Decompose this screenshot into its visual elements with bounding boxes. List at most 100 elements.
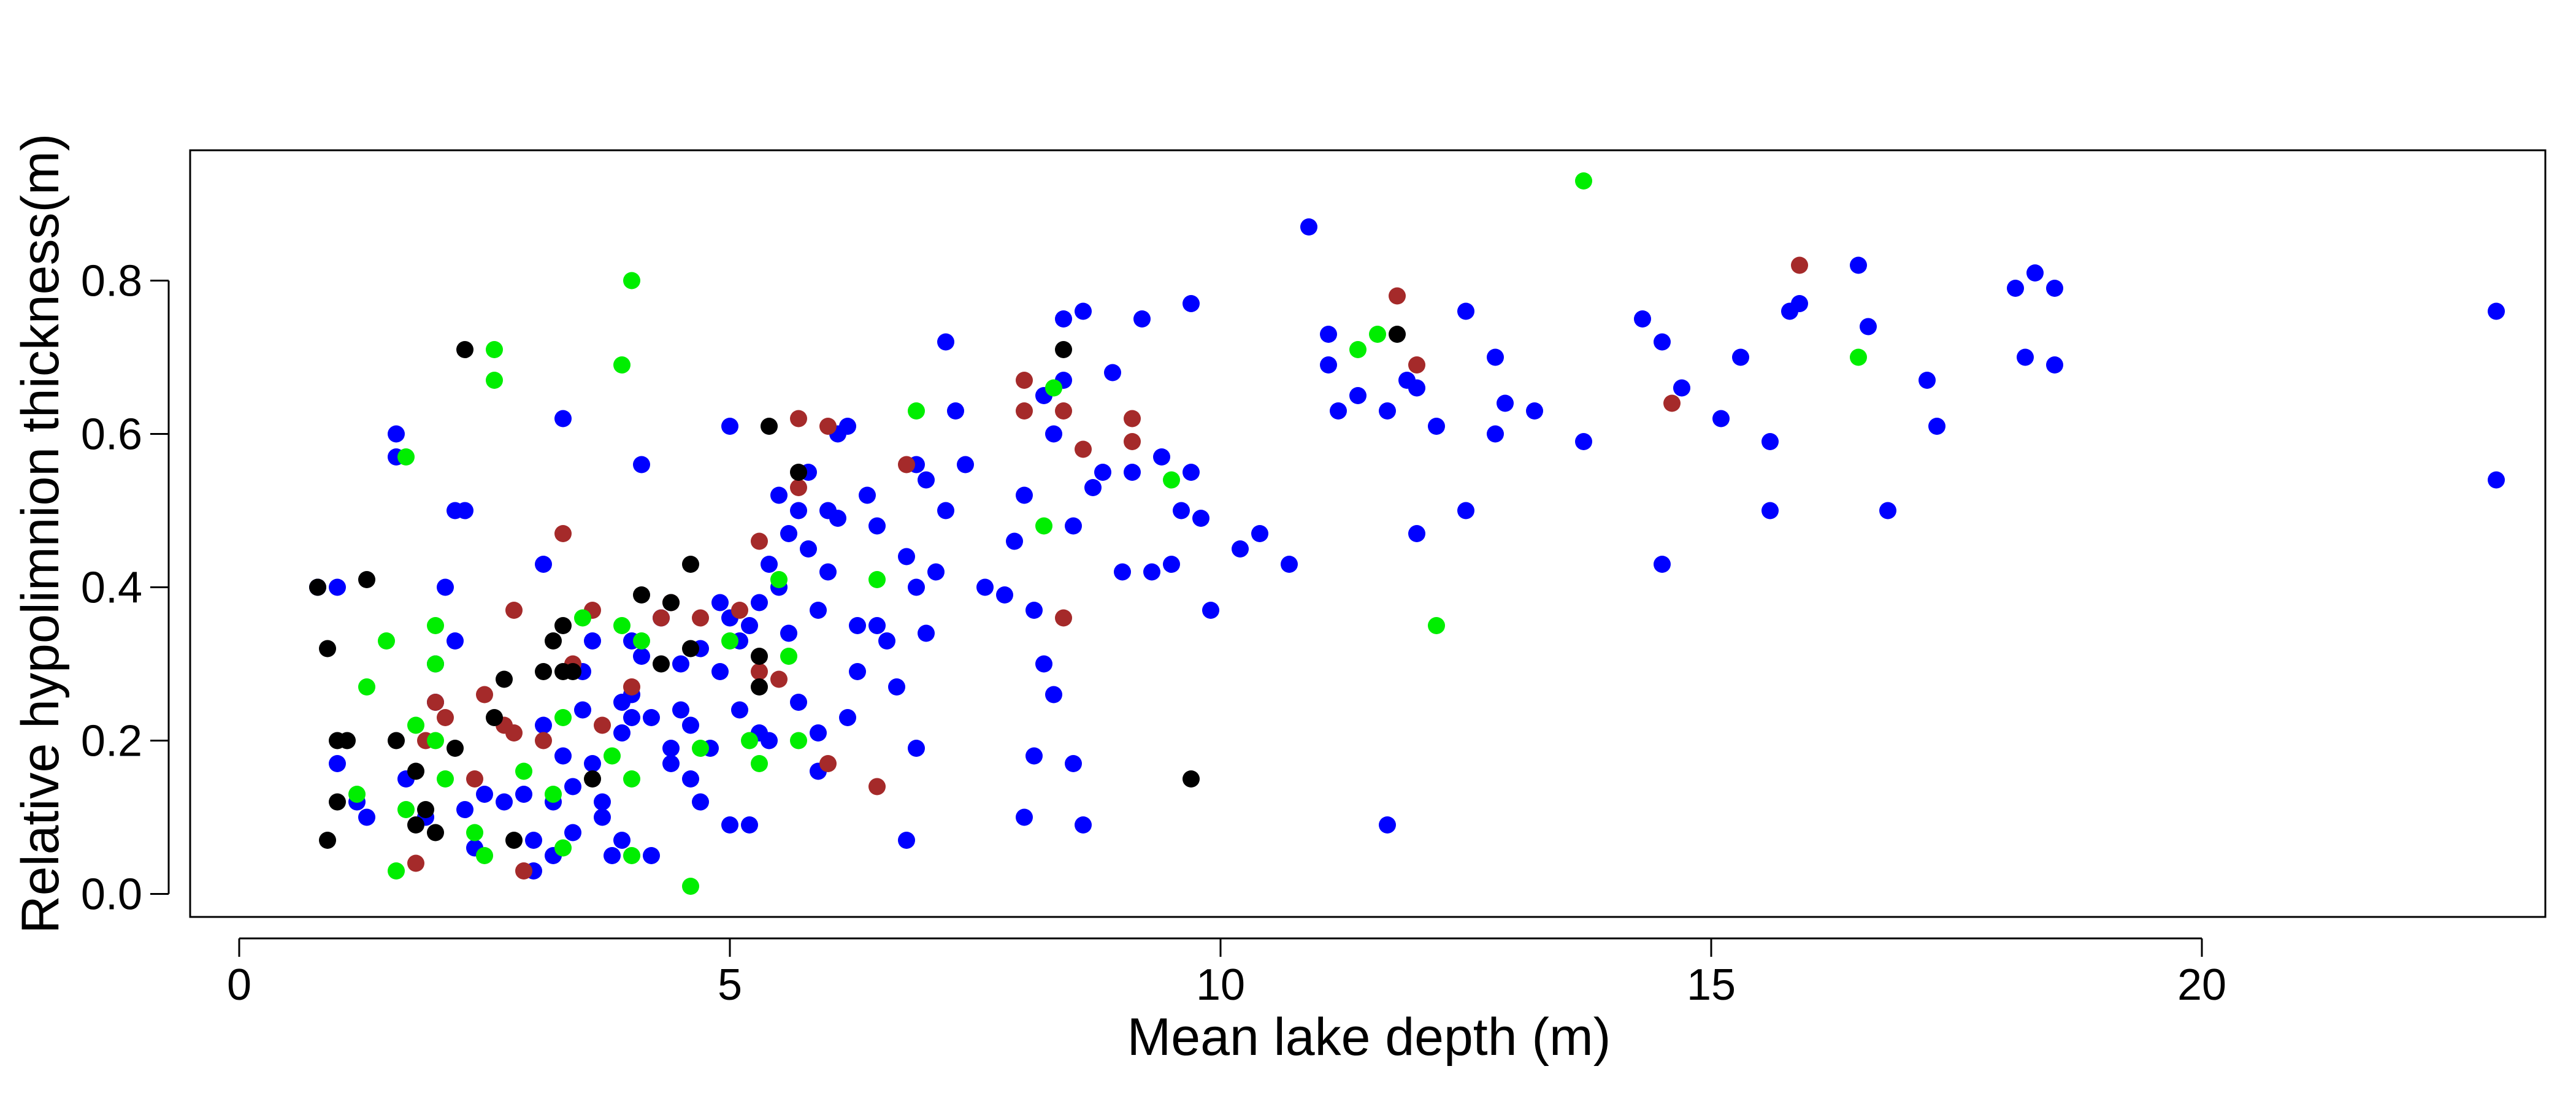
data-point <box>486 372 503 389</box>
data-point <box>643 847 660 864</box>
x-tick-label: 10 <box>1196 960 1245 1010</box>
data-point <box>397 448 415 466</box>
x-axis-label: Mean lake depth (m) <box>1127 1008 1611 1067</box>
data-point <box>976 578 994 596</box>
data-point <box>456 801 473 818</box>
data-point <box>505 724 523 742</box>
data-point <box>515 786 532 803</box>
data-point <box>1663 394 1681 412</box>
data-point <box>594 793 611 811</box>
data-point <box>476 847 493 864</box>
data-point <box>1379 816 1396 834</box>
data-point <box>937 502 954 519</box>
data-point <box>918 471 935 489</box>
data-point <box>1487 425 1504 443</box>
data-point <box>613 832 631 849</box>
data-point <box>564 663 581 680</box>
data-point <box>692 793 709 811</box>
data-point <box>1016 372 1033 389</box>
data-point <box>515 762 532 780</box>
data-point <box>859 486 876 504</box>
x-tick-label: 0 <box>227 960 251 1010</box>
data-point <box>1497 394 1514 412</box>
data-point <box>535 556 552 573</box>
data-point <box>790 694 807 711</box>
data-point <box>554 709 572 726</box>
data-point <box>829 510 846 527</box>
data-point <box>397 801 415 818</box>
data-point <box>1732 348 1749 366</box>
data-point <box>1408 356 1425 374</box>
data-point <box>1173 502 1190 519</box>
data-point <box>1016 808 1033 826</box>
data-point <box>388 425 405 443</box>
data-point <box>554 617 572 634</box>
data-point <box>898 456 915 473</box>
data-point <box>682 770 699 788</box>
data-point <box>751 532 768 550</box>
data-point <box>1330 402 1347 420</box>
data-point <box>505 602 523 619</box>
data-point <box>780 624 797 642</box>
data-point <box>721 816 738 834</box>
data-point <box>427 694 444 711</box>
data-point <box>908 740 925 757</box>
data-point <box>604 747 621 765</box>
data-point <box>535 732 552 749</box>
y-axis: 0.0 0.2 0.4 0.6 0.8 <box>81 257 170 919</box>
data-point <box>1349 341 1367 358</box>
data-point <box>1124 433 1141 450</box>
data-point <box>554 839 572 857</box>
x-tick-label: 5 <box>718 960 742 1010</box>
data-point <box>407 716 424 734</box>
data-point <box>1084 479 1102 496</box>
data-point <box>633 456 650 473</box>
data-point <box>751 594 768 611</box>
data-point <box>937 333 954 351</box>
data-point <box>721 632 738 650</box>
data-point <box>496 793 513 811</box>
data-point <box>947 402 964 420</box>
data-point <box>868 517 886 535</box>
data-point <box>731 701 748 719</box>
data-point <box>2007 280 2024 297</box>
data-point <box>604 847 621 864</box>
data-point <box>711 663 729 680</box>
x-tick-label: 15 <box>1687 960 1736 1010</box>
data-point <box>790 502 807 519</box>
data-point <box>417 801 434 818</box>
data-point <box>633 632 650 650</box>
data-point <box>741 816 758 834</box>
data-point <box>1673 379 1690 397</box>
data-point <box>868 617 886 634</box>
data-point <box>1408 525 1425 542</box>
data-point <box>2488 471 2505 489</box>
data-point <box>780 648 797 665</box>
data-point <box>1183 464 1200 481</box>
data-point <box>1045 425 1062 443</box>
data-point <box>613 617 631 634</box>
data-point <box>437 578 454 596</box>
data-point <box>427 617 444 634</box>
data-point <box>545 786 562 803</box>
data-point <box>662 594 680 611</box>
data-point <box>358 808 375 826</box>
data-point <box>810 724 827 742</box>
data-point <box>662 740 680 757</box>
data-point <box>761 556 778 573</box>
data-point <box>427 655 444 673</box>
data-point <box>574 701 591 719</box>
data-point <box>1133 310 1151 328</box>
data-point <box>1850 256 1867 274</box>
data-point <box>2026 264 2044 282</box>
data-point <box>1791 256 1808 274</box>
data-point <box>613 724 631 742</box>
data-point <box>1163 556 1180 573</box>
data-point <box>770 670 788 688</box>
data-point <box>1575 433 1592 450</box>
data-point <box>407 854 424 872</box>
data-point <box>1860 318 1877 335</box>
data-point <box>623 709 640 726</box>
data-point <box>1016 402 1033 420</box>
data-point <box>1045 686 1062 703</box>
